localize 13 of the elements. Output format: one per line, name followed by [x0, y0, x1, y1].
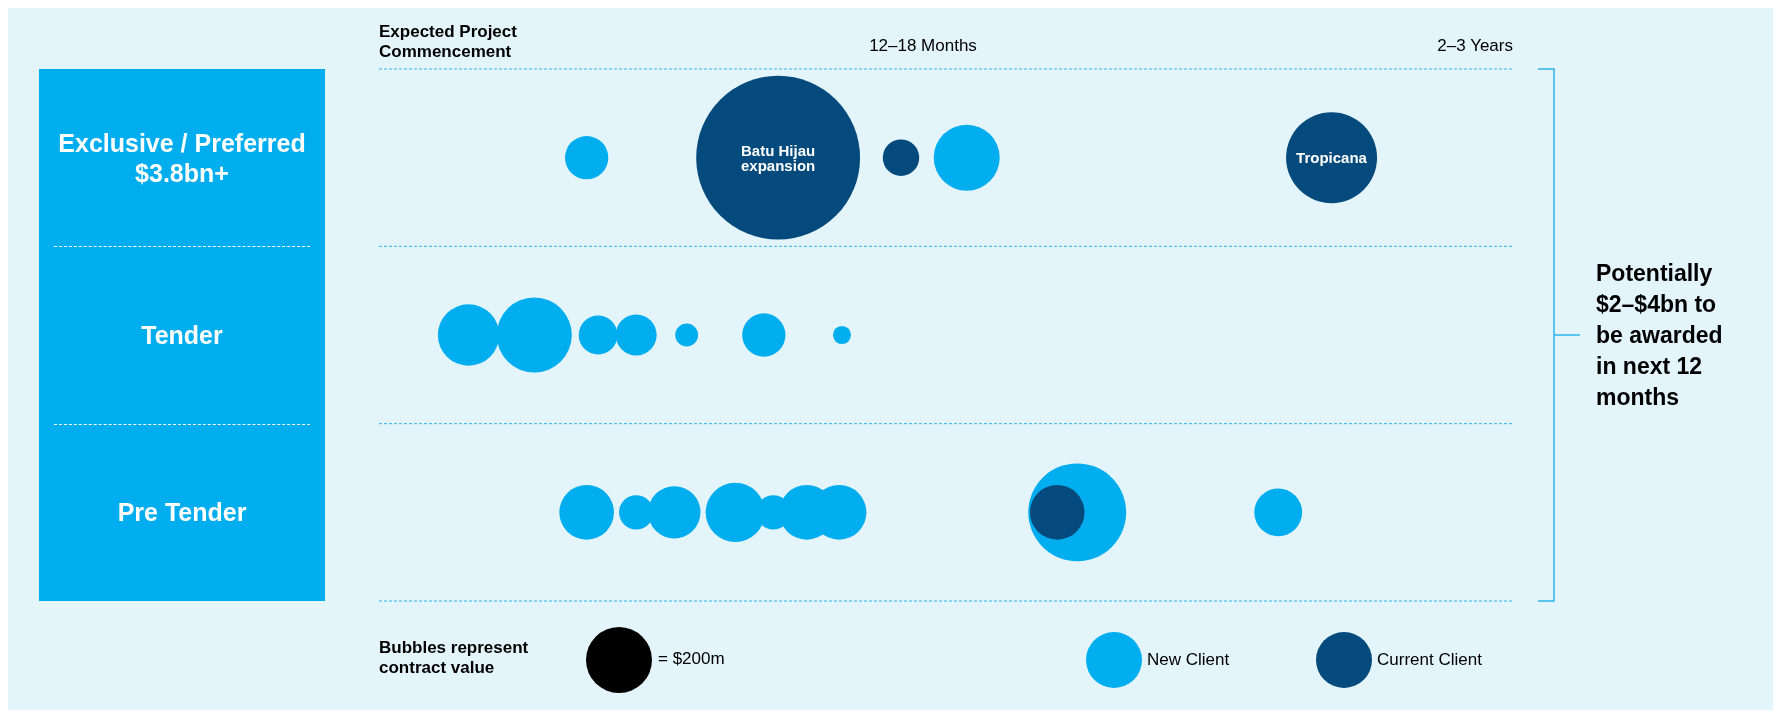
- y-tick-label: Pre Tender: [116, 497, 248, 529]
- text: 2–3 Years: [1436, 36, 1513, 56]
- y-tick-label: Exclusive / Preferred $3.8bn+: [57, 127, 307, 189]
- text: Potentially $2–$4bn to be awarded in next 12 months: [1596, 258, 1724, 412]
- x-axis-title: Expected Project Commencement: [379, 22, 518, 62]
- annotation: Tropicana: [1295, 148, 1368, 169]
- text: New Client: [1147, 650, 1230, 670]
- legend-label: = $200m: [658, 649, 725, 669]
- text: Bubbles represent contract value: [379, 638, 530, 678]
- text: 12–18 Months: [868, 36, 978, 56]
- text: Current Client: [1377, 650, 1482, 670]
- annotation: Batu Hijau expansion: [740, 140, 817, 176]
- y-tick-label: Tender: [140, 320, 224, 351]
